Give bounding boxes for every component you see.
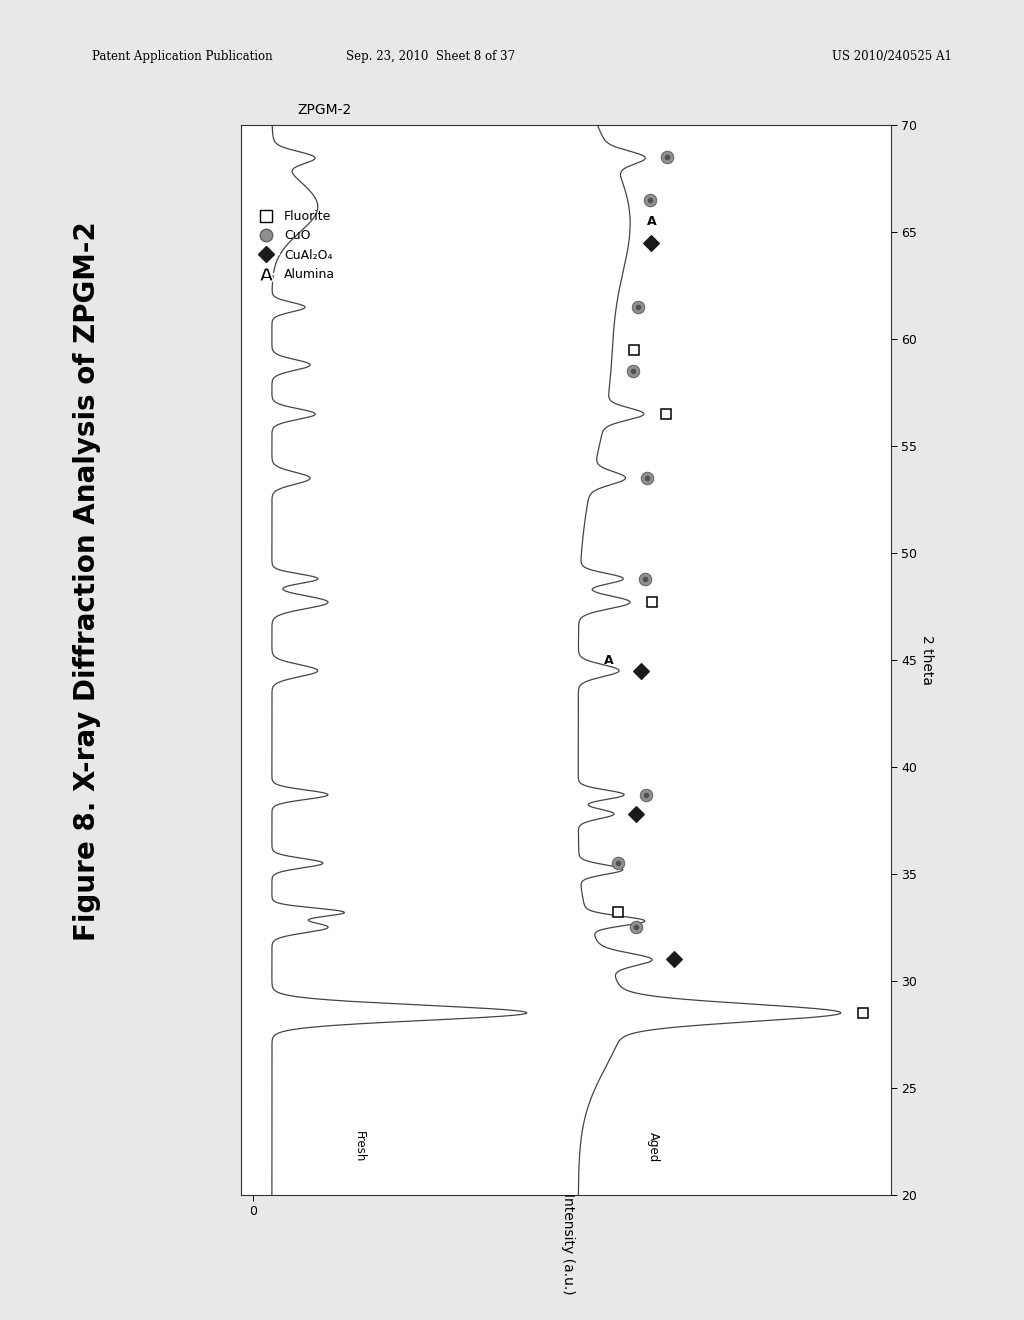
Text: A: A bbox=[604, 653, 613, 667]
Text: Fresh: Fresh bbox=[353, 1131, 366, 1163]
Legend: Fluorite, CuO, CuAl₂O₄, Alumina: Fluorite, CuO, CuAl₂O₄, Alumina bbox=[250, 206, 339, 285]
Text: US 2010/240525 A1: US 2010/240525 A1 bbox=[833, 50, 952, 63]
Text: ZPGM-2: ZPGM-2 bbox=[297, 103, 351, 116]
Text: Sep. 23, 2010  Sheet 8 of 37: Sep. 23, 2010 Sheet 8 of 37 bbox=[345, 50, 515, 63]
Text: Figure 8. X-ray Diffraction Analysis of ZPGM-2: Figure 8. X-ray Diffraction Analysis of … bbox=[73, 220, 101, 941]
Text: Intensity (a.u.): Intensity (a.u.) bbox=[561, 1193, 575, 1294]
Text: A: A bbox=[647, 215, 656, 228]
Text: Aged: Aged bbox=[647, 1133, 659, 1163]
Text: Patent Application Publication: Patent Application Publication bbox=[92, 50, 272, 63]
Y-axis label: 2 theta: 2 theta bbox=[920, 635, 934, 685]
